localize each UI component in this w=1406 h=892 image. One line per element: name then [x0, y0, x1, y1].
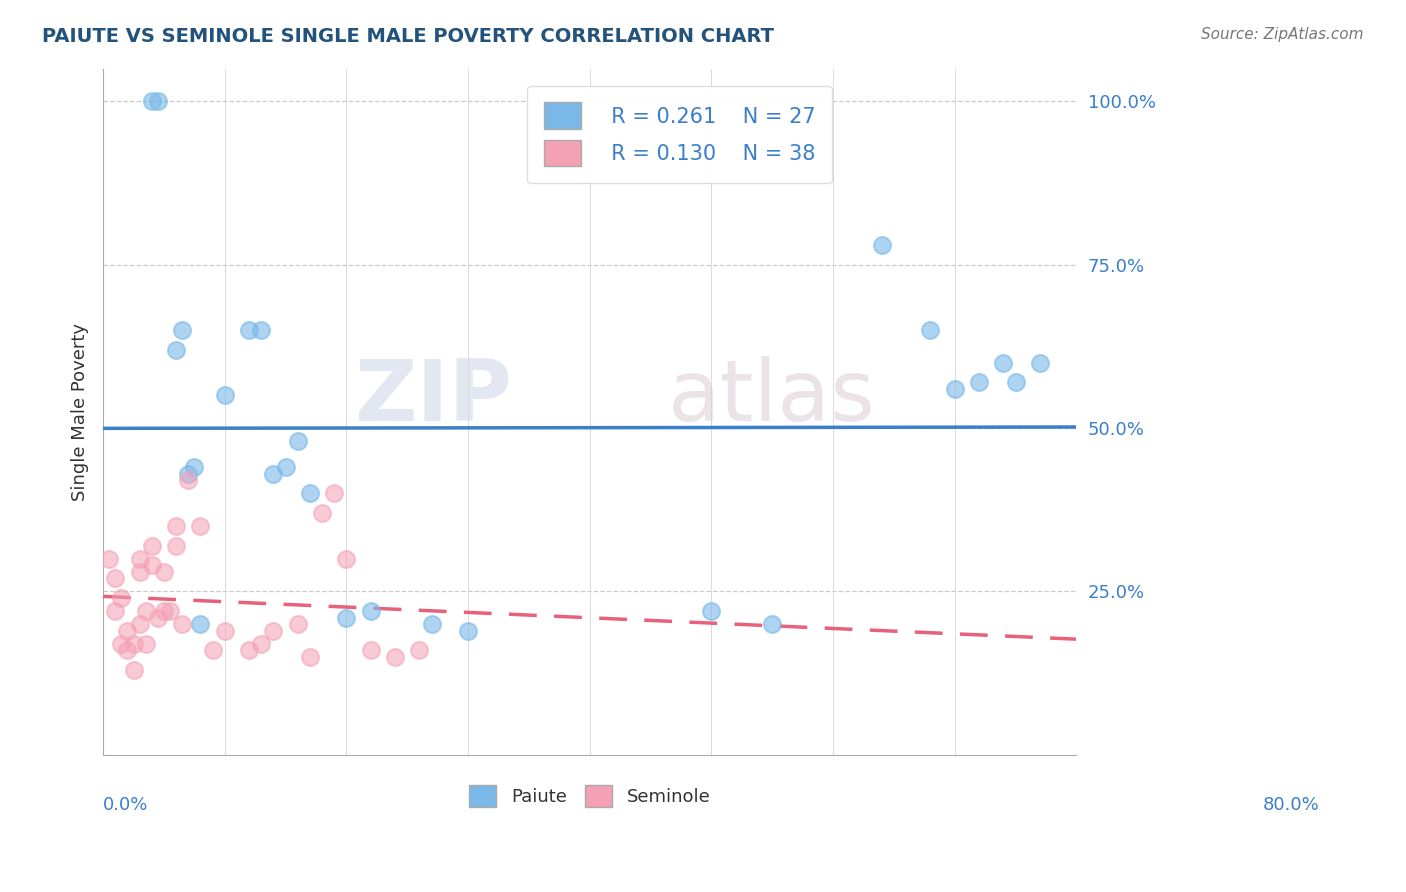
Point [165, 343, 187, 357]
Point [943, 382, 966, 396]
Point [238, 643, 260, 657]
Text: 80.0%: 80.0% [1263, 796, 1320, 814]
Point [159, 604, 181, 618]
Point [190, 519, 212, 533]
Point [457, 624, 479, 638]
Legend: Paiute, Seminole: Paiute, Seminole [463, 778, 717, 814]
Point [172, 323, 194, 337]
Point [183, 460, 205, 475]
Point [1004, 376, 1026, 390]
Text: Source: ZipAtlas.com: Source: ZipAtlas.com [1201, 27, 1364, 42]
Point [323, 486, 346, 500]
Point [408, 643, 430, 657]
Point [700, 604, 723, 618]
Point [761, 617, 783, 632]
Point [298, 486, 321, 500]
Point [146, 94, 169, 108]
Point [177, 474, 200, 488]
Point [153, 604, 176, 618]
Point [287, 434, 309, 449]
Point [384, 649, 406, 664]
Point [110, 637, 132, 651]
Point [250, 637, 273, 651]
Point [335, 610, 357, 624]
Point [201, 643, 224, 657]
Point [311, 506, 333, 520]
Point [104, 571, 127, 585]
Point [190, 617, 212, 632]
Point [262, 624, 284, 638]
Point [110, 591, 132, 605]
Point [141, 558, 163, 573]
Point [287, 617, 309, 632]
Point [117, 643, 139, 657]
Point [870, 238, 893, 252]
Point [117, 624, 139, 638]
Point [146, 610, 169, 624]
Point [214, 388, 236, 402]
Point [360, 604, 382, 618]
Point [1029, 356, 1052, 370]
Point [128, 565, 150, 579]
Point [967, 376, 990, 390]
Text: atlas: atlas [668, 357, 876, 440]
Point [122, 637, 145, 651]
Point [135, 604, 157, 618]
Point [128, 617, 150, 632]
Point [262, 467, 284, 481]
Point [165, 519, 187, 533]
Point [122, 663, 145, 677]
Point [153, 565, 176, 579]
Point [104, 604, 127, 618]
Point [360, 643, 382, 657]
Point [250, 323, 273, 337]
Text: 0.0%: 0.0% [103, 796, 149, 814]
Point [214, 624, 236, 638]
Text: PAIUTE VS SEMINOLE SINGLE MALE POVERTY CORRELATION CHART: PAIUTE VS SEMINOLE SINGLE MALE POVERTY C… [42, 27, 775, 45]
Point [177, 467, 200, 481]
Point [420, 617, 443, 632]
Point [135, 637, 157, 651]
Point [172, 617, 194, 632]
Point [993, 356, 1015, 370]
Point [920, 323, 942, 337]
Point [298, 649, 321, 664]
Text: ZIP: ZIP [354, 357, 512, 440]
Point [274, 460, 297, 475]
Point [141, 539, 163, 553]
Point [128, 551, 150, 566]
Y-axis label: Single Male Poverty: Single Male Poverty [72, 323, 89, 500]
Point [141, 94, 163, 108]
Point [335, 551, 357, 566]
Point [165, 539, 187, 553]
Point [98, 551, 121, 566]
Point [238, 323, 260, 337]
